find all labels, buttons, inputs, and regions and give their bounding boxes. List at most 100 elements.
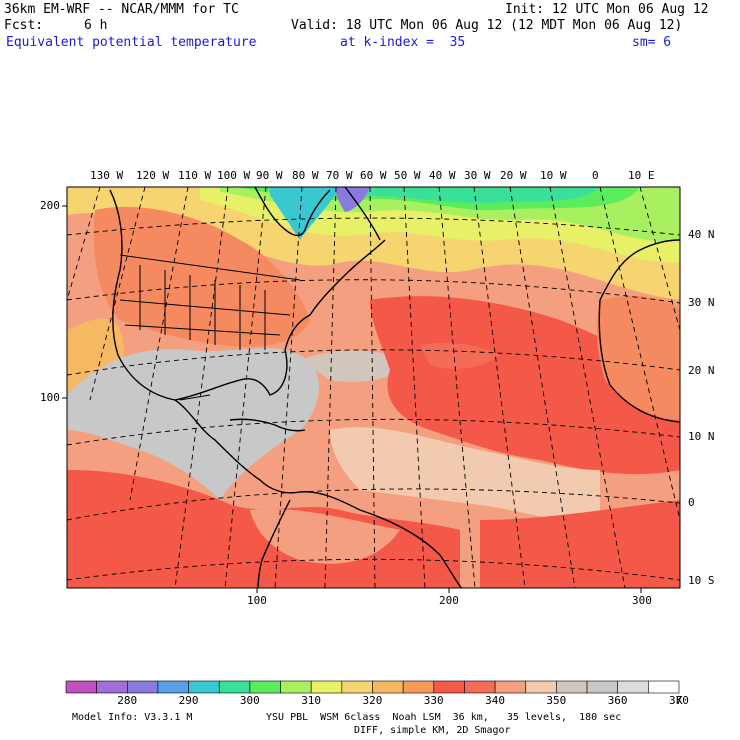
lon-label: 20 W: [500, 169, 527, 182]
grid-x-label: 200: [439, 594, 459, 607]
theta-e-atl-patch: [420, 343, 500, 369]
grid-x-label: 300: [632, 594, 652, 607]
lon-label: 120 W: [136, 169, 170, 182]
theta-e-amazon: [250, 509, 400, 564]
north-america-east-coast: [174, 239, 386, 401]
colorbar-swatch: [65, 680, 97, 694]
colorbar-label: 340: [485, 694, 505, 707]
lon-label: 40 W: [429, 169, 456, 182]
colorbar-label: 320: [362, 694, 383, 707]
lat-label: 30 N: [688, 296, 715, 309]
lon-label: 0: [592, 169, 599, 182]
theta-e-field: [67, 187, 680, 588]
k-index-level: at k-index = 35: [340, 35, 466, 50]
grid-y-label: 200: [40, 199, 60, 212]
colorbar-swatch: [464, 680, 496, 694]
graticule: [67, 187, 680, 588]
lat-label: 20 N: [688, 364, 715, 377]
lon-label: 50 W: [394, 169, 421, 182]
colorbar-swatch: [525, 680, 557, 694]
colorbar-swatch: [556, 680, 588, 694]
graticule-lon: [509, 187, 576, 588]
political-borders: [119, 254, 301, 401]
africa-coast: [598, 299, 680, 423]
us-canada-border: [119, 254, 301, 281]
lat-label: 10 S: [688, 574, 715, 587]
lon-label: 10 W: [540, 169, 567, 182]
theta-e-south-atl: [480, 500, 680, 588]
graticule-lat: [67, 279, 680, 304]
theta-e-africa: [596, 295, 680, 420]
physics-info: YSU PBL WSM 6class Noah LSM 36 km, 35 le…: [266, 712, 622, 723]
colorbar-swatch: [188, 680, 220, 694]
graticule-lon: [549, 187, 626, 588]
init-time: Init: 12 UTC Mon 06 Aug 12: [505, 2, 709, 17]
colorbar-label: 280: [117, 694, 138, 707]
lat-label: 10 N: [688, 430, 715, 443]
colorbar-label: 290: [178, 694, 199, 707]
field-name: Equivalent potential temperature: [6, 35, 257, 50]
colorbar-swatch: [648, 680, 680, 694]
map-frame: [66, 186, 681, 589]
graticule-lon: [473, 187, 526, 588]
north-america-west-coast: [109, 189, 301, 494]
graticule-lon: [89, 187, 146, 401]
valid-time: Valid: 18 UTC Mon 06 Aug 12 (12 MDT Mon …: [291, 18, 683, 33]
lon-label: 90 W: [256, 169, 283, 182]
graticule-lon: [224, 187, 267, 588]
state-borders-ns: [139, 265, 266, 350]
colorbar-swatch: [218, 680, 251, 694]
theta-e-gulf-caribbean: [67, 348, 319, 500]
colorbar: [65, 680, 680, 694]
graticule-lon: [403, 187, 426, 588]
colorbar-swatch: [586, 680, 618, 694]
colorbar-swatch: [96, 680, 128, 694]
graticule-lon: [67, 187, 101, 301]
colorbar-label: 330: [423, 694, 444, 707]
theta-e-atl-grey: [300, 350, 410, 382]
colorbar-swatch: [372, 680, 404, 694]
graticule-lat: [67, 488, 680, 521]
lon-label: 80 W: [292, 169, 319, 182]
diffusion-info: DIFF, simple KM, 2D Smagor: [354, 725, 511, 736]
colorbar-swatch: [617, 680, 649, 694]
theta-e-coldest: [335, 187, 370, 212]
colorbar-swatch: [249, 680, 281, 694]
graticule-lon: [129, 187, 189, 501]
colorbar-label: 360: [607, 694, 628, 707]
lon-label: 60 W: [360, 169, 387, 182]
graticule-lon: [599, 187, 680, 521]
colorbar-swatch: [402, 680, 435, 694]
graticule-lat: [67, 418, 680, 446]
greenland-coast: [344, 187, 381, 241]
graticule-lon: [274, 187, 303, 588]
us-mexico-border: [179, 394, 211, 401]
lon-label: 10 E: [628, 169, 655, 182]
colorbar-swatch: [341, 680, 373, 694]
graticule-lon: [438, 187, 476, 588]
forecast-hour: 6 h: [84, 18, 108, 33]
model-title: 36km EM-WRF -- NCAR/MMM for TC: [4, 2, 239, 17]
model-info: Model Info: V3.3.1 M: [72, 712, 193, 723]
colorbar-label: 370: [669, 694, 689, 707]
cuba: [229, 418, 306, 432]
grid-x-label: 100: [247, 594, 267, 607]
lon-label: 100 W: [217, 169, 251, 182]
colorbar-label: 310: [301, 694, 322, 707]
colorbar-swatch: [127, 680, 159, 694]
lon-label: 110 W: [178, 169, 212, 182]
colorbar-label: 300: [239, 694, 260, 707]
smoothing-value: sm= 6: [632, 35, 672, 50]
grid-y-label: 100: [40, 391, 60, 404]
forecast-label: Fcst:: [4, 18, 44, 33]
colorbar-swatch: [433, 680, 465, 694]
colorbar-swatch: [494, 680, 527, 694]
colorbar-swatch: [280, 680, 312, 694]
europe-coast: [599, 239, 680, 301]
lat-label: 40 N: [688, 228, 715, 241]
colorbar-swatch: [157, 680, 189, 694]
colorbar-swatch: [310, 680, 343, 694]
hudson-bay: [254, 187, 331, 237]
graticule-lat: [67, 558, 680, 581]
